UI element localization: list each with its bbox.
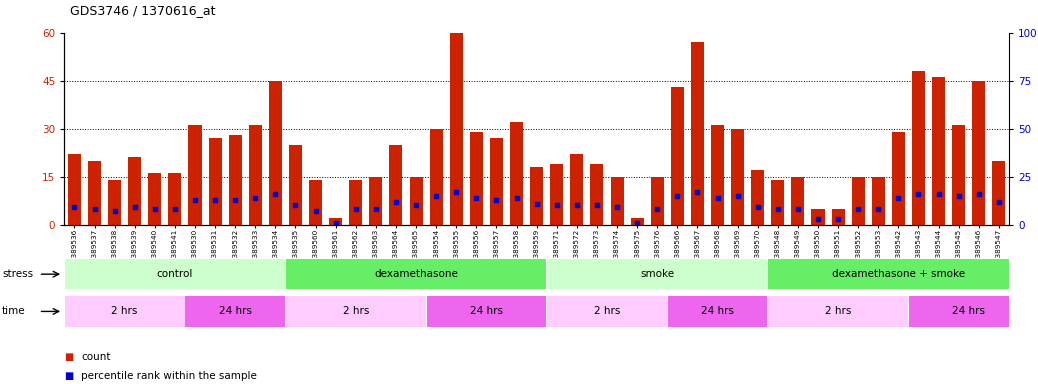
- Text: percentile rank within the sample: percentile rank within the sample: [81, 371, 256, 381]
- Bar: [610, 177, 624, 225]
- Bar: [108, 180, 121, 225]
- Bar: [992, 161, 1006, 225]
- Bar: [973, 81, 985, 225]
- Text: ■: ■: [64, 371, 74, 381]
- Text: ■: ■: [64, 352, 74, 362]
- Bar: [952, 126, 965, 225]
- Text: 24 hrs: 24 hrs: [952, 306, 985, 316]
- Bar: [449, 33, 463, 225]
- Text: 24 hrs: 24 hrs: [470, 306, 502, 316]
- Bar: [872, 177, 884, 225]
- Bar: [289, 145, 302, 225]
- Bar: [812, 209, 824, 225]
- Text: dexamethasone: dexamethasone: [374, 269, 458, 279]
- Text: 24 hrs: 24 hrs: [219, 306, 251, 316]
- Bar: [912, 71, 925, 225]
- Bar: [168, 174, 182, 225]
- Bar: [67, 154, 81, 225]
- Bar: [651, 177, 663, 225]
- Bar: [691, 42, 704, 225]
- Bar: [128, 157, 141, 225]
- Bar: [909, 296, 1029, 326]
- Bar: [470, 132, 483, 225]
- Text: dexamethasone + smoke: dexamethasone + smoke: [831, 269, 965, 279]
- Bar: [570, 154, 583, 225]
- Bar: [64, 296, 185, 326]
- Bar: [309, 180, 322, 225]
- Bar: [186, 296, 285, 326]
- Bar: [148, 174, 161, 225]
- Text: count: count: [81, 352, 110, 362]
- Bar: [631, 218, 644, 225]
- Bar: [427, 296, 546, 326]
- Bar: [430, 129, 442, 225]
- Bar: [667, 296, 767, 326]
- Bar: [831, 209, 845, 225]
- Bar: [768, 259, 1029, 289]
- Bar: [370, 177, 382, 225]
- Bar: [209, 138, 222, 225]
- Bar: [892, 132, 905, 225]
- Bar: [285, 296, 426, 326]
- Text: 2 hrs: 2 hrs: [825, 306, 851, 316]
- Bar: [530, 167, 543, 225]
- Bar: [88, 161, 101, 225]
- Bar: [510, 122, 523, 225]
- Bar: [228, 135, 242, 225]
- Text: 2 hrs: 2 hrs: [343, 306, 368, 316]
- Bar: [349, 180, 362, 225]
- Text: GDS3746 / 1370616_at: GDS3746 / 1370616_at: [70, 4, 215, 17]
- Bar: [249, 126, 262, 225]
- Bar: [768, 296, 908, 326]
- Bar: [490, 138, 503, 225]
- Bar: [752, 170, 764, 225]
- Bar: [389, 145, 403, 225]
- Bar: [731, 129, 744, 225]
- Text: 24 hrs: 24 hrs: [701, 306, 734, 316]
- Text: 2 hrs: 2 hrs: [111, 306, 138, 316]
- Bar: [591, 164, 603, 225]
- Bar: [791, 177, 804, 225]
- Bar: [671, 87, 684, 225]
- Bar: [547, 296, 666, 326]
- Text: stress: stress: [2, 269, 33, 279]
- Bar: [932, 78, 946, 225]
- Text: control: control: [157, 269, 193, 279]
- Bar: [410, 177, 422, 225]
- Bar: [547, 259, 767, 289]
- Bar: [285, 259, 546, 289]
- Bar: [64, 259, 285, 289]
- Text: smoke: smoke: [640, 269, 675, 279]
- Bar: [329, 218, 343, 225]
- Bar: [711, 126, 725, 225]
- Bar: [851, 177, 865, 225]
- Bar: [189, 126, 201, 225]
- Bar: [550, 164, 564, 225]
- Bar: [269, 81, 282, 225]
- Bar: [771, 180, 785, 225]
- Text: 2 hrs: 2 hrs: [594, 306, 620, 316]
- Text: time: time: [2, 306, 26, 316]
